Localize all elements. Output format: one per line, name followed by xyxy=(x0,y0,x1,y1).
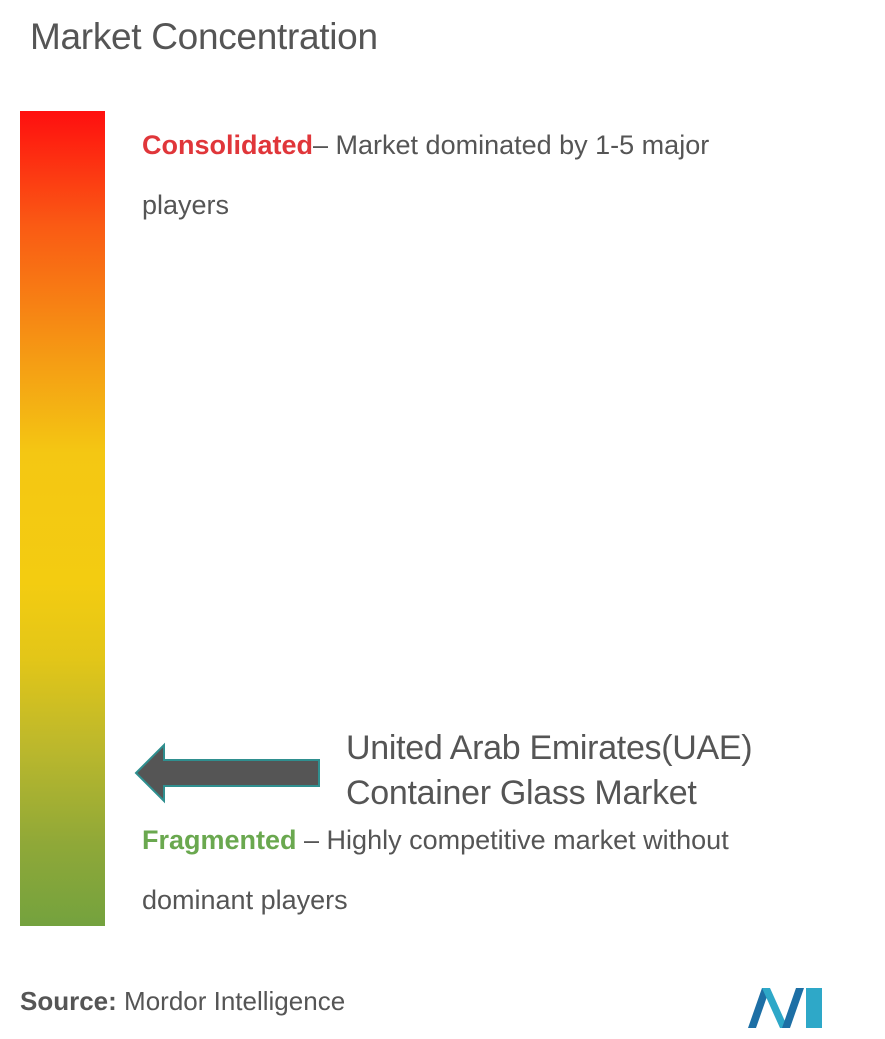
fragmented-description: Fragmented – Highly competitive market w… xyxy=(142,810,729,930)
source-value: Mordor Intelligence xyxy=(116,986,346,1016)
consolidated-label: Consolidated xyxy=(142,130,314,160)
fragmented-desc-line1: – Highly competitive market without xyxy=(296,825,729,855)
market-name-line2: Container Glass Market xyxy=(346,774,697,812)
page-title: Market Concentration xyxy=(30,16,378,57)
concentration-gradient-bar xyxy=(20,111,105,926)
source-note: Source: Mordor Intelligence xyxy=(20,986,345,1017)
mordor-logo-icon xyxy=(748,988,822,1028)
fragmented-desc-line2: dominant players xyxy=(142,885,348,915)
consolidated-description: Consolidated– Market dominated by 1-5 ma… xyxy=(142,115,709,235)
fragmented-label: Fragmented xyxy=(142,825,297,855)
market-name: United Arab Emirates(UAE) Container Glas… xyxy=(346,726,753,816)
consolidated-desc-line1: – Market dominated by 1-5 major xyxy=(313,130,710,160)
consolidated-desc-line2: players xyxy=(142,190,230,220)
source-label: Source: xyxy=(20,986,117,1016)
market-name-line1: United Arab Emirates(UAE) xyxy=(346,729,753,767)
left-arrow-icon xyxy=(134,742,320,804)
